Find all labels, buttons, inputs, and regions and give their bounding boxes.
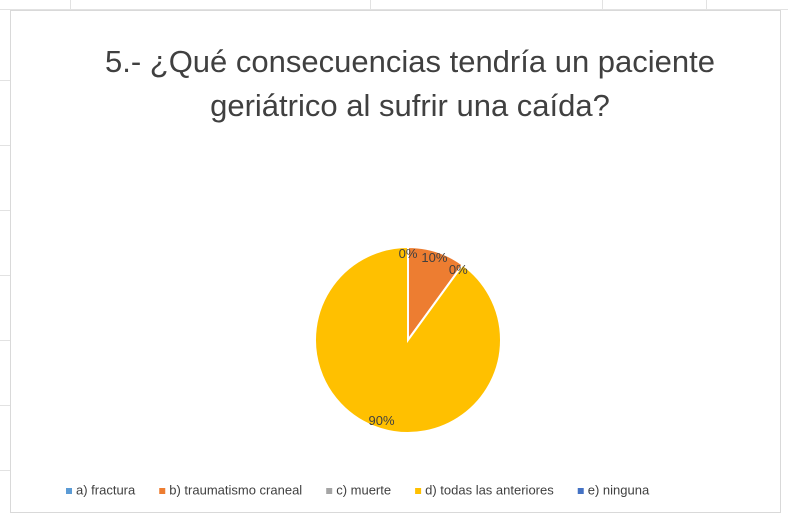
legend-label: a) fractura: [76, 482, 136, 497]
legend-swatch: [415, 488, 422, 494]
legend-swatch: [159, 488, 166, 494]
data-label: 10%: [421, 250, 447, 265]
chart-title: 5.- ¿Qué consecuencias tendría un pacien…: [104, 44, 716, 123]
legend-label: b) traumatismo craneal: [169, 482, 302, 497]
legend-swatch: [577, 488, 584, 494]
data-label: 0%: [449, 262, 468, 277]
legend-label: c) muerte: [336, 482, 391, 497]
data-label: 0%: [399, 246, 418, 261]
sheet-grid: [0, 0, 788, 471]
legend-label: d) todas las anteriores: [425, 482, 554, 497]
data-label: 90%: [369, 413, 395, 428]
legend-swatch: [66, 488, 72, 494]
legend-swatch: [326, 488, 333, 494]
legend-label: e) ninguna: [588, 482, 650, 497]
pie-slice: [314, 245, 502, 434]
